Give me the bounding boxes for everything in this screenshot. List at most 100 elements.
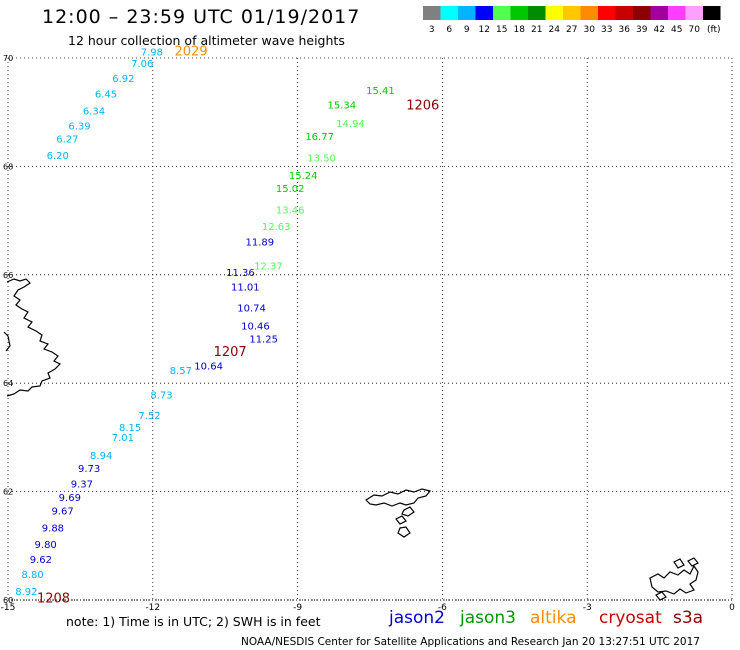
longitude-label: -15 [1, 603, 16, 613]
wave-height-value: 6.92 [112, 74, 134, 85]
wave-height-value: 8.92 [15, 587, 37, 598]
wave-height-value: 15.02 [276, 184, 305, 195]
time-labels: 2029 1206 1207 1208 [37, 44, 439, 606]
shetland-islands [649, 557, 699, 601]
wave-height-value: 6.34 [83, 106, 105, 117]
wave-height-value: 8.57 [170, 366, 192, 377]
latitude-label: 68 [3, 162, 13, 171]
wave-height-value: 10.46 [241, 322, 270, 333]
latitude-label: 62 [3, 488, 13, 497]
legend-swatch [633, 6, 651, 20]
map-subtitle: 12 hour collection of altimeter wave hei… [68, 33, 345, 48]
longitude-label: -12 [145, 603, 160, 613]
legend-swatch [598, 6, 616, 20]
longitude-label: -3 [583, 603, 592, 613]
wave-height-value: 11.01 [231, 283, 260, 294]
legend-label: 9 [464, 25, 470, 35]
legend-swatch [703, 6, 721, 20]
wave-height-value: 8.73 [150, 390, 172, 401]
wave-height-value: 9.73 [78, 464, 100, 475]
wave-height-value: 9.62 [30, 555, 52, 566]
wave-height-value: 11.89 [245, 238, 274, 249]
latitude-label: 64 [3, 379, 13, 388]
wave-height-value: 9.80 [35, 540, 57, 551]
legend-swatch [493, 6, 511, 20]
wave-height-value: 13.50 [307, 154, 336, 165]
wave-height-value: 15.41 [366, 86, 395, 97]
legend-label: 3 [429, 25, 435, 35]
legend-swatch [563, 6, 581, 20]
legend-swatch [510, 6, 528, 20]
wave-height-value: 8.15 [119, 423, 141, 434]
latitude-label: 70 [3, 54, 13, 63]
wave-height-value: 8.80 [22, 570, 44, 581]
wave-height-value: 15.24 [289, 171, 318, 182]
wave-height-value: 6.39 [68, 122, 90, 133]
wave-height-value: 10.74 [237, 304, 266, 315]
wave-height-value: 9.37 [71, 479, 93, 490]
legend-swatch [475, 6, 493, 20]
faroe-islands [365, 488, 432, 538]
wave-height-value: 7.98 [141, 47, 163, 58]
gridlines [7, 57, 733, 601]
legend-swatch [615, 6, 633, 20]
legend-label: 45 [671, 25, 682, 35]
legend-label: 70 [689, 25, 701, 35]
wave-height-value: 6.45 [95, 90, 117, 101]
legend-label: 12 [479, 25, 490, 35]
wave-height-value: 6.20 [47, 151, 69, 162]
legend-label: 39 [636, 25, 648, 35]
pass-time-label: 1207 [214, 345, 247, 360]
legend-unit: (ft) [707, 25, 721, 35]
wave-height-value: 9.69 [59, 493, 81, 504]
wave-height-value: 7.01 [112, 433, 134, 444]
legend-label: 36 [619, 25, 631, 35]
wave-height-value: 11.25 [249, 335, 278, 346]
wave-height-value: 16.77 [305, 132, 334, 143]
legend-label: 15 [496, 25, 507, 35]
legend-swatch [440, 6, 458, 20]
credits-footer: NOAA/NESDIS Center for Satellite Applica… [241, 636, 700, 648]
satellite-cryosat: cryosat [599, 608, 662, 628]
wave-height-value: 9.88 [42, 524, 64, 535]
wave-height-value: 6.27 [56, 135, 78, 146]
wave-height-value: 7.52 [138, 411, 160, 422]
legend-label: 24 [549, 25, 561, 35]
legend-label: 33 [601, 25, 612, 35]
satellite-jason2: jason2 [389, 608, 445, 628]
legend-label: 6 [446, 25, 452, 35]
wave-height-value: 10.64 [194, 362, 223, 373]
legend-swatch [545, 6, 563, 20]
map-axis-labels: 70 68 66 64 62 60-15 -12 -9 -6 -3 0 [1, 54, 735, 613]
wave-height-value: 12.37 [254, 261, 283, 272]
legend-label: 21 [531, 25, 542, 35]
legend-swatch [650, 6, 668, 20]
wave-height-value: 14.94 [336, 119, 365, 130]
legend-label: 27 [566, 25, 577, 35]
legend-label: 42 [654, 25, 665, 35]
legend-swatch [423, 6, 441, 20]
legend-label: 18 [514, 25, 526, 35]
longitude-label: -9 [293, 603, 302, 613]
pass-time-label: 1208 [37, 592, 70, 607]
legend-swatch [458, 6, 476, 20]
wave-height-value: 12.63 [262, 222, 291, 233]
wave-height-value: 13.46 [276, 206, 305, 217]
longitude-label: 0 [729, 603, 735, 613]
iceland-coastline [6, 278, 62, 397]
satellite-jason3: jason3 [460, 608, 516, 628]
legend-swatch [668, 6, 686, 20]
wave-height-value: 8.94 [90, 451, 112, 462]
wave-height-legend: 3 6 9 12 15 18 21 24 27 30 33 36 39 42 45 70 (ft) [423, 6, 721, 35]
latitude-label: 66 [3, 271, 13, 280]
legend-label: 30 [584, 25, 596, 35]
satellite-altika: altika [530, 608, 577, 628]
pass-time-label: 2029 [175, 44, 208, 59]
wave-height-value: 15.34 [328, 100, 357, 111]
pass-time-label: 1206 [406, 98, 439, 113]
coastlines [3, 278, 699, 601]
wave-height-value: 11.36 [226, 268, 255, 279]
legend-swatch [528, 6, 546, 20]
